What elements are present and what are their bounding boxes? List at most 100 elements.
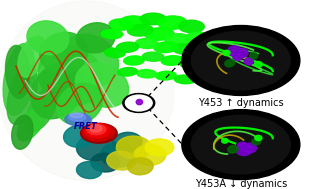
Circle shape bbox=[182, 26, 300, 95]
Ellipse shape bbox=[223, 50, 230, 56]
Ellipse shape bbox=[127, 24, 154, 36]
Ellipse shape bbox=[3, 44, 35, 115]
Ellipse shape bbox=[164, 33, 193, 46]
Ellipse shape bbox=[76, 63, 129, 107]
Ellipse shape bbox=[65, 114, 92, 126]
Ellipse shape bbox=[136, 99, 143, 105]
Ellipse shape bbox=[82, 124, 114, 141]
Ellipse shape bbox=[180, 60, 203, 69]
Ellipse shape bbox=[69, 113, 91, 123]
Ellipse shape bbox=[233, 53, 242, 60]
Ellipse shape bbox=[70, 113, 83, 118]
Circle shape bbox=[191, 115, 290, 174]
Ellipse shape bbox=[178, 20, 205, 33]
Ellipse shape bbox=[85, 124, 110, 138]
Ellipse shape bbox=[118, 68, 137, 76]
Ellipse shape bbox=[243, 143, 256, 153]
Ellipse shape bbox=[77, 23, 115, 53]
Ellipse shape bbox=[252, 139, 260, 145]
Ellipse shape bbox=[244, 58, 253, 65]
Ellipse shape bbox=[18, 105, 46, 141]
Ellipse shape bbox=[91, 153, 120, 172]
Ellipse shape bbox=[137, 70, 157, 78]
Ellipse shape bbox=[89, 125, 102, 132]
Ellipse shape bbox=[100, 29, 123, 39]
Ellipse shape bbox=[161, 56, 183, 65]
Ellipse shape bbox=[105, 48, 125, 57]
Ellipse shape bbox=[119, 16, 149, 30]
Ellipse shape bbox=[60, 34, 119, 87]
Ellipse shape bbox=[113, 132, 142, 151]
Ellipse shape bbox=[124, 56, 144, 65]
Ellipse shape bbox=[249, 53, 258, 59]
Ellipse shape bbox=[69, 114, 86, 121]
Ellipse shape bbox=[27, 21, 69, 55]
Ellipse shape bbox=[153, 42, 178, 53]
Ellipse shape bbox=[77, 162, 102, 179]
Ellipse shape bbox=[185, 32, 211, 43]
Ellipse shape bbox=[179, 20, 204, 33]
Ellipse shape bbox=[145, 28, 174, 40]
Ellipse shape bbox=[158, 16, 187, 29]
Ellipse shape bbox=[236, 144, 252, 156]
Ellipse shape bbox=[172, 44, 198, 54]
Ellipse shape bbox=[109, 19, 133, 30]
Ellipse shape bbox=[107, 151, 136, 170]
Ellipse shape bbox=[140, 13, 166, 25]
Ellipse shape bbox=[140, 13, 167, 25]
Ellipse shape bbox=[225, 60, 234, 67]
Ellipse shape bbox=[145, 28, 174, 40]
Ellipse shape bbox=[100, 143, 136, 167]
Circle shape bbox=[123, 94, 155, 112]
Circle shape bbox=[125, 95, 152, 111]
Ellipse shape bbox=[156, 71, 176, 80]
Ellipse shape bbox=[57, 83, 103, 125]
Ellipse shape bbox=[134, 145, 166, 165]
Ellipse shape bbox=[145, 139, 174, 156]
Ellipse shape bbox=[136, 39, 158, 48]
Ellipse shape bbox=[109, 19, 134, 30]
Ellipse shape bbox=[172, 44, 198, 55]
Ellipse shape bbox=[116, 136, 152, 159]
Ellipse shape bbox=[5, 45, 30, 98]
Ellipse shape bbox=[120, 16, 148, 29]
Ellipse shape bbox=[80, 123, 117, 143]
Ellipse shape bbox=[40, 32, 88, 74]
Ellipse shape bbox=[116, 42, 139, 53]
Circle shape bbox=[191, 31, 290, 90]
Ellipse shape bbox=[254, 61, 263, 67]
Ellipse shape bbox=[174, 75, 196, 84]
Text: Y453A ↓ dynamics: Y453A ↓ dynamics bbox=[195, 179, 287, 189]
Ellipse shape bbox=[26, 88, 57, 132]
Ellipse shape bbox=[135, 38, 159, 49]
Ellipse shape bbox=[192, 48, 216, 58]
Ellipse shape bbox=[116, 42, 139, 52]
Text: Y453 ↑ dynamics: Y453 ↑ dynamics bbox=[198, 98, 284, 108]
Ellipse shape bbox=[0, 1, 174, 180]
Ellipse shape bbox=[237, 48, 248, 57]
Ellipse shape bbox=[228, 46, 241, 56]
Ellipse shape bbox=[31, 63, 84, 119]
Ellipse shape bbox=[128, 25, 153, 36]
Ellipse shape bbox=[12, 115, 33, 149]
Ellipse shape bbox=[101, 29, 122, 39]
Ellipse shape bbox=[184, 32, 211, 44]
Ellipse shape bbox=[87, 124, 106, 135]
Ellipse shape bbox=[193, 67, 215, 76]
Ellipse shape bbox=[157, 16, 187, 30]
Ellipse shape bbox=[128, 158, 153, 175]
Ellipse shape bbox=[63, 125, 96, 147]
Ellipse shape bbox=[154, 42, 178, 53]
Ellipse shape bbox=[18, 36, 46, 77]
Ellipse shape bbox=[38, 45, 102, 106]
Circle shape bbox=[182, 110, 300, 180]
Ellipse shape bbox=[77, 134, 115, 161]
Ellipse shape bbox=[165, 34, 192, 46]
Ellipse shape bbox=[192, 48, 217, 58]
Ellipse shape bbox=[255, 135, 262, 141]
Ellipse shape bbox=[228, 146, 238, 153]
Ellipse shape bbox=[237, 142, 248, 151]
Ellipse shape bbox=[7, 64, 38, 125]
Text: FRET: FRET bbox=[74, 122, 97, 131]
Ellipse shape bbox=[142, 52, 164, 61]
